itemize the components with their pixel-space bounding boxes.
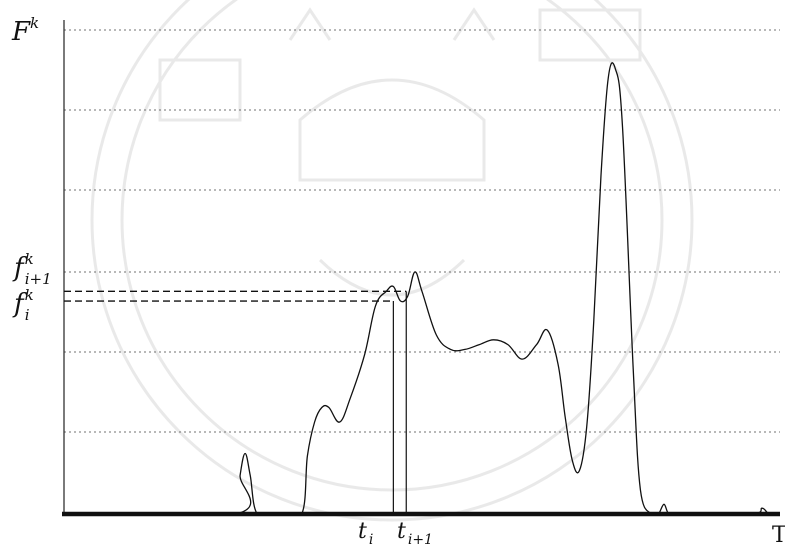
x-axis-label: T [772, 523, 785, 548]
y-axis-label: Fk [11, 14, 39, 47]
y-tick-label-f-i: fk i [12, 286, 34, 324]
gridlines [64, 29, 780, 433]
x-tick-label-t-i1: t i+1 [397, 519, 433, 548]
series-line-density [63, 62, 780, 515]
y-tick-label-f-i1: fk i+1 [12, 250, 52, 288]
watermark-seal [90, 0, 694, 522]
guide-lines [64, 290, 407, 514]
